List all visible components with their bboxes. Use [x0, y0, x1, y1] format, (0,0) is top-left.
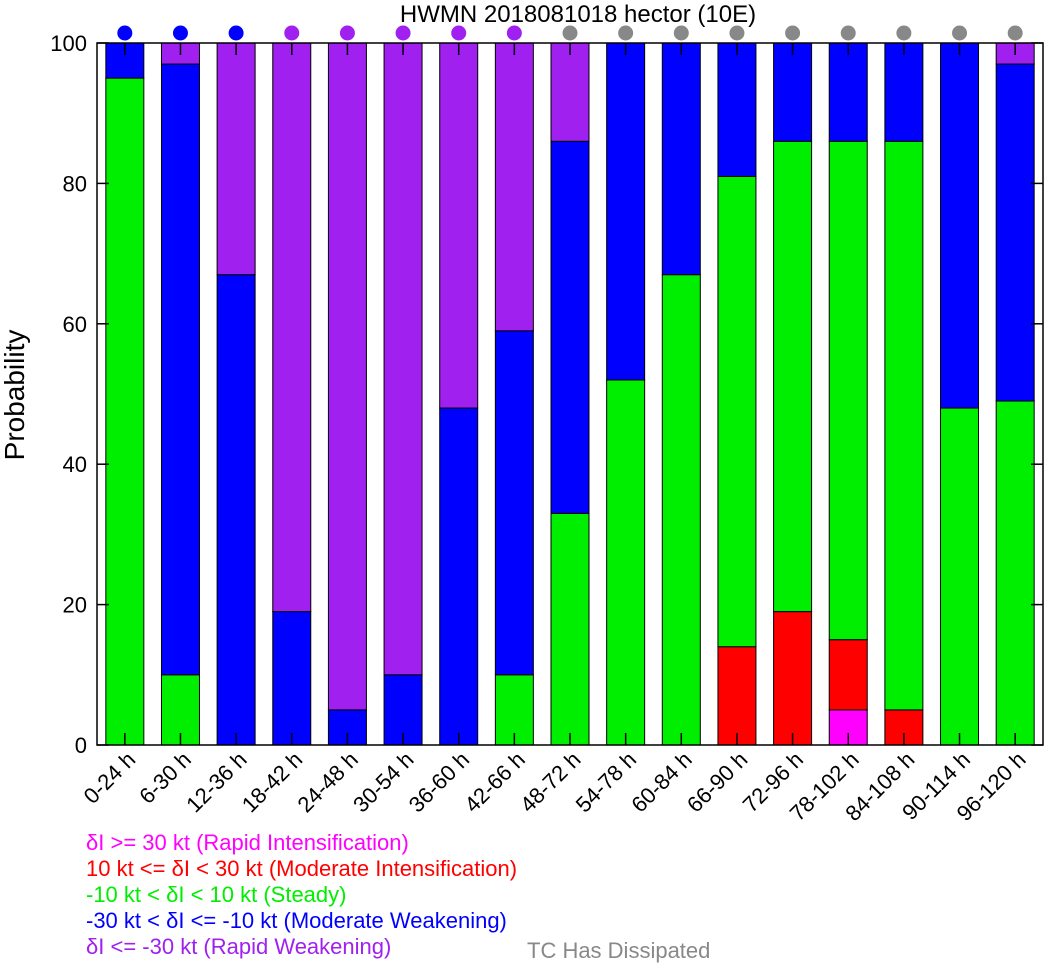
- x-tick-label: 24-48 h: [293, 747, 363, 817]
- bar-segment-13-3: [828, 42, 868, 142]
- bar-segment-8-3: [550, 140, 590, 514]
- bar-segment-11-1: [717, 646, 757, 746]
- bar-segment-10-3: [661, 42, 701, 276]
- status-dot-3: [284, 25, 300, 41]
- bar-segment-1-3: [160, 63, 200, 676]
- bar-segment-12-2: [773, 140, 813, 613]
- bar-segment-7-4: [494, 42, 534, 332]
- x-tick-label: 60-84 h: [626, 747, 696, 817]
- bar-segment-15-3: [940, 42, 980, 409]
- x-tick-label: 36-60 h: [404, 747, 474, 817]
- status-dots: [117, 25, 1023, 41]
- legend-entry-1: 10 kt <= δI < 30 kt (Moderate Intensific…: [86, 856, 517, 881]
- status-dot-11: [729, 25, 745, 41]
- bar-segment-8-4: [550, 42, 590, 142]
- y-axis-label: Probability: [0, 330, 30, 461]
- status-dot-7: [506, 25, 522, 41]
- bar-segment-11-3: [717, 42, 757, 177]
- y-tick-label: 100: [50, 31, 87, 56]
- x-tick-label: 0-24 h: [79, 747, 141, 809]
- bar-segment-14-3: [884, 42, 924, 142]
- x-tick-label: 30-54 h: [348, 747, 418, 817]
- bar-segment-12-3: [773, 42, 813, 142]
- status-dot-14: [896, 25, 912, 41]
- bar-segment-2-3: [216, 274, 256, 746]
- bar-stacks: [105, 42, 1035, 746]
- x-tick-label: 18-42 h: [237, 747, 307, 817]
- legend-entry-3: -30 kt < δI <= -10 kt (Moderate Weakenin…: [86, 908, 507, 933]
- status-dot-2: [228, 25, 244, 41]
- bar-segment-16-3: [995, 63, 1035, 402]
- bar-segment-12-1: [773, 611, 813, 746]
- bar-segment-10-2: [661, 274, 701, 746]
- status-dot-13: [840, 25, 856, 41]
- bar-segment-4-4: [327, 42, 367, 711]
- status-dot-0: [117, 25, 133, 41]
- legend-entry-2: -10 kt < δI < 10 kt (Steady): [86, 882, 346, 907]
- bar-segment-5-4: [383, 42, 423, 676]
- status-dot-4: [339, 25, 355, 41]
- bar-segment-13-2: [828, 140, 868, 641]
- status-dot-9: [618, 25, 634, 41]
- x-tick-label: 42-66 h: [459, 747, 529, 817]
- bar-segment-6-4: [439, 42, 479, 409]
- bar-segment-6-3: [439, 407, 479, 746]
- y-tick-label: 60: [63, 312, 87, 337]
- y-tick-label: 20: [63, 593, 87, 618]
- bar-segment-16-2: [995, 400, 1035, 746]
- y-axis: 0 20 40 60 80 100: [50, 31, 1043, 758]
- bar-segment-3-3: [272, 611, 312, 746]
- bar-segment-11-2: [717, 175, 757, 648]
- status-dot-1: [172, 25, 188, 41]
- y-tick-label: 40: [63, 452, 87, 477]
- x-tick-label: 54-78 h: [571, 747, 641, 817]
- bar-segment-9-3: [606, 42, 646, 381]
- bar-segment-14-2: [884, 140, 924, 711]
- y-tick-label: 80: [63, 171, 87, 196]
- status-dot-8: [562, 25, 578, 41]
- legend-entry-dissipated: TC Has Dissipated: [527, 938, 710, 963]
- status-dot-6: [451, 25, 467, 41]
- x-tick-label: 12-36 h: [181, 747, 251, 817]
- status-dot-15: [952, 25, 968, 41]
- bar-segment-13-1: [828, 639, 868, 711]
- legend: δI >= 30 kt (Rapid Intensification)10 kt…: [86, 830, 710, 963]
- chart-title: HWMN 2018081018 hector (10E): [400, 1, 756, 28]
- bar-segment-8-2: [550, 512, 590, 746]
- bar-segment-7-3: [494, 330, 534, 676]
- bar-segment-3-4: [272, 42, 312, 613]
- status-dot-5: [395, 25, 411, 41]
- bar-segment-15-2: [940, 407, 980, 746]
- status-dot-10: [673, 25, 689, 41]
- status-dot-16: [1007, 25, 1023, 41]
- y-tick-label: 0: [75, 733, 87, 758]
- bar-segment-9-2: [606, 379, 646, 746]
- legend-entry-4: δI <= -30 kt (Rapid Weakening): [86, 934, 391, 959]
- x-tick-label: 66-90 h: [682, 747, 752, 817]
- status-dot-12: [785, 25, 801, 41]
- x-tick-label: 48-72 h: [515, 747, 585, 817]
- bar-segment-0-2: [105, 77, 145, 746]
- bar-segment-2-4: [216, 42, 256, 276]
- legend-entry-0: δI >= 30 kt (Rapid Intensification): [86, 830, 409, 855]
